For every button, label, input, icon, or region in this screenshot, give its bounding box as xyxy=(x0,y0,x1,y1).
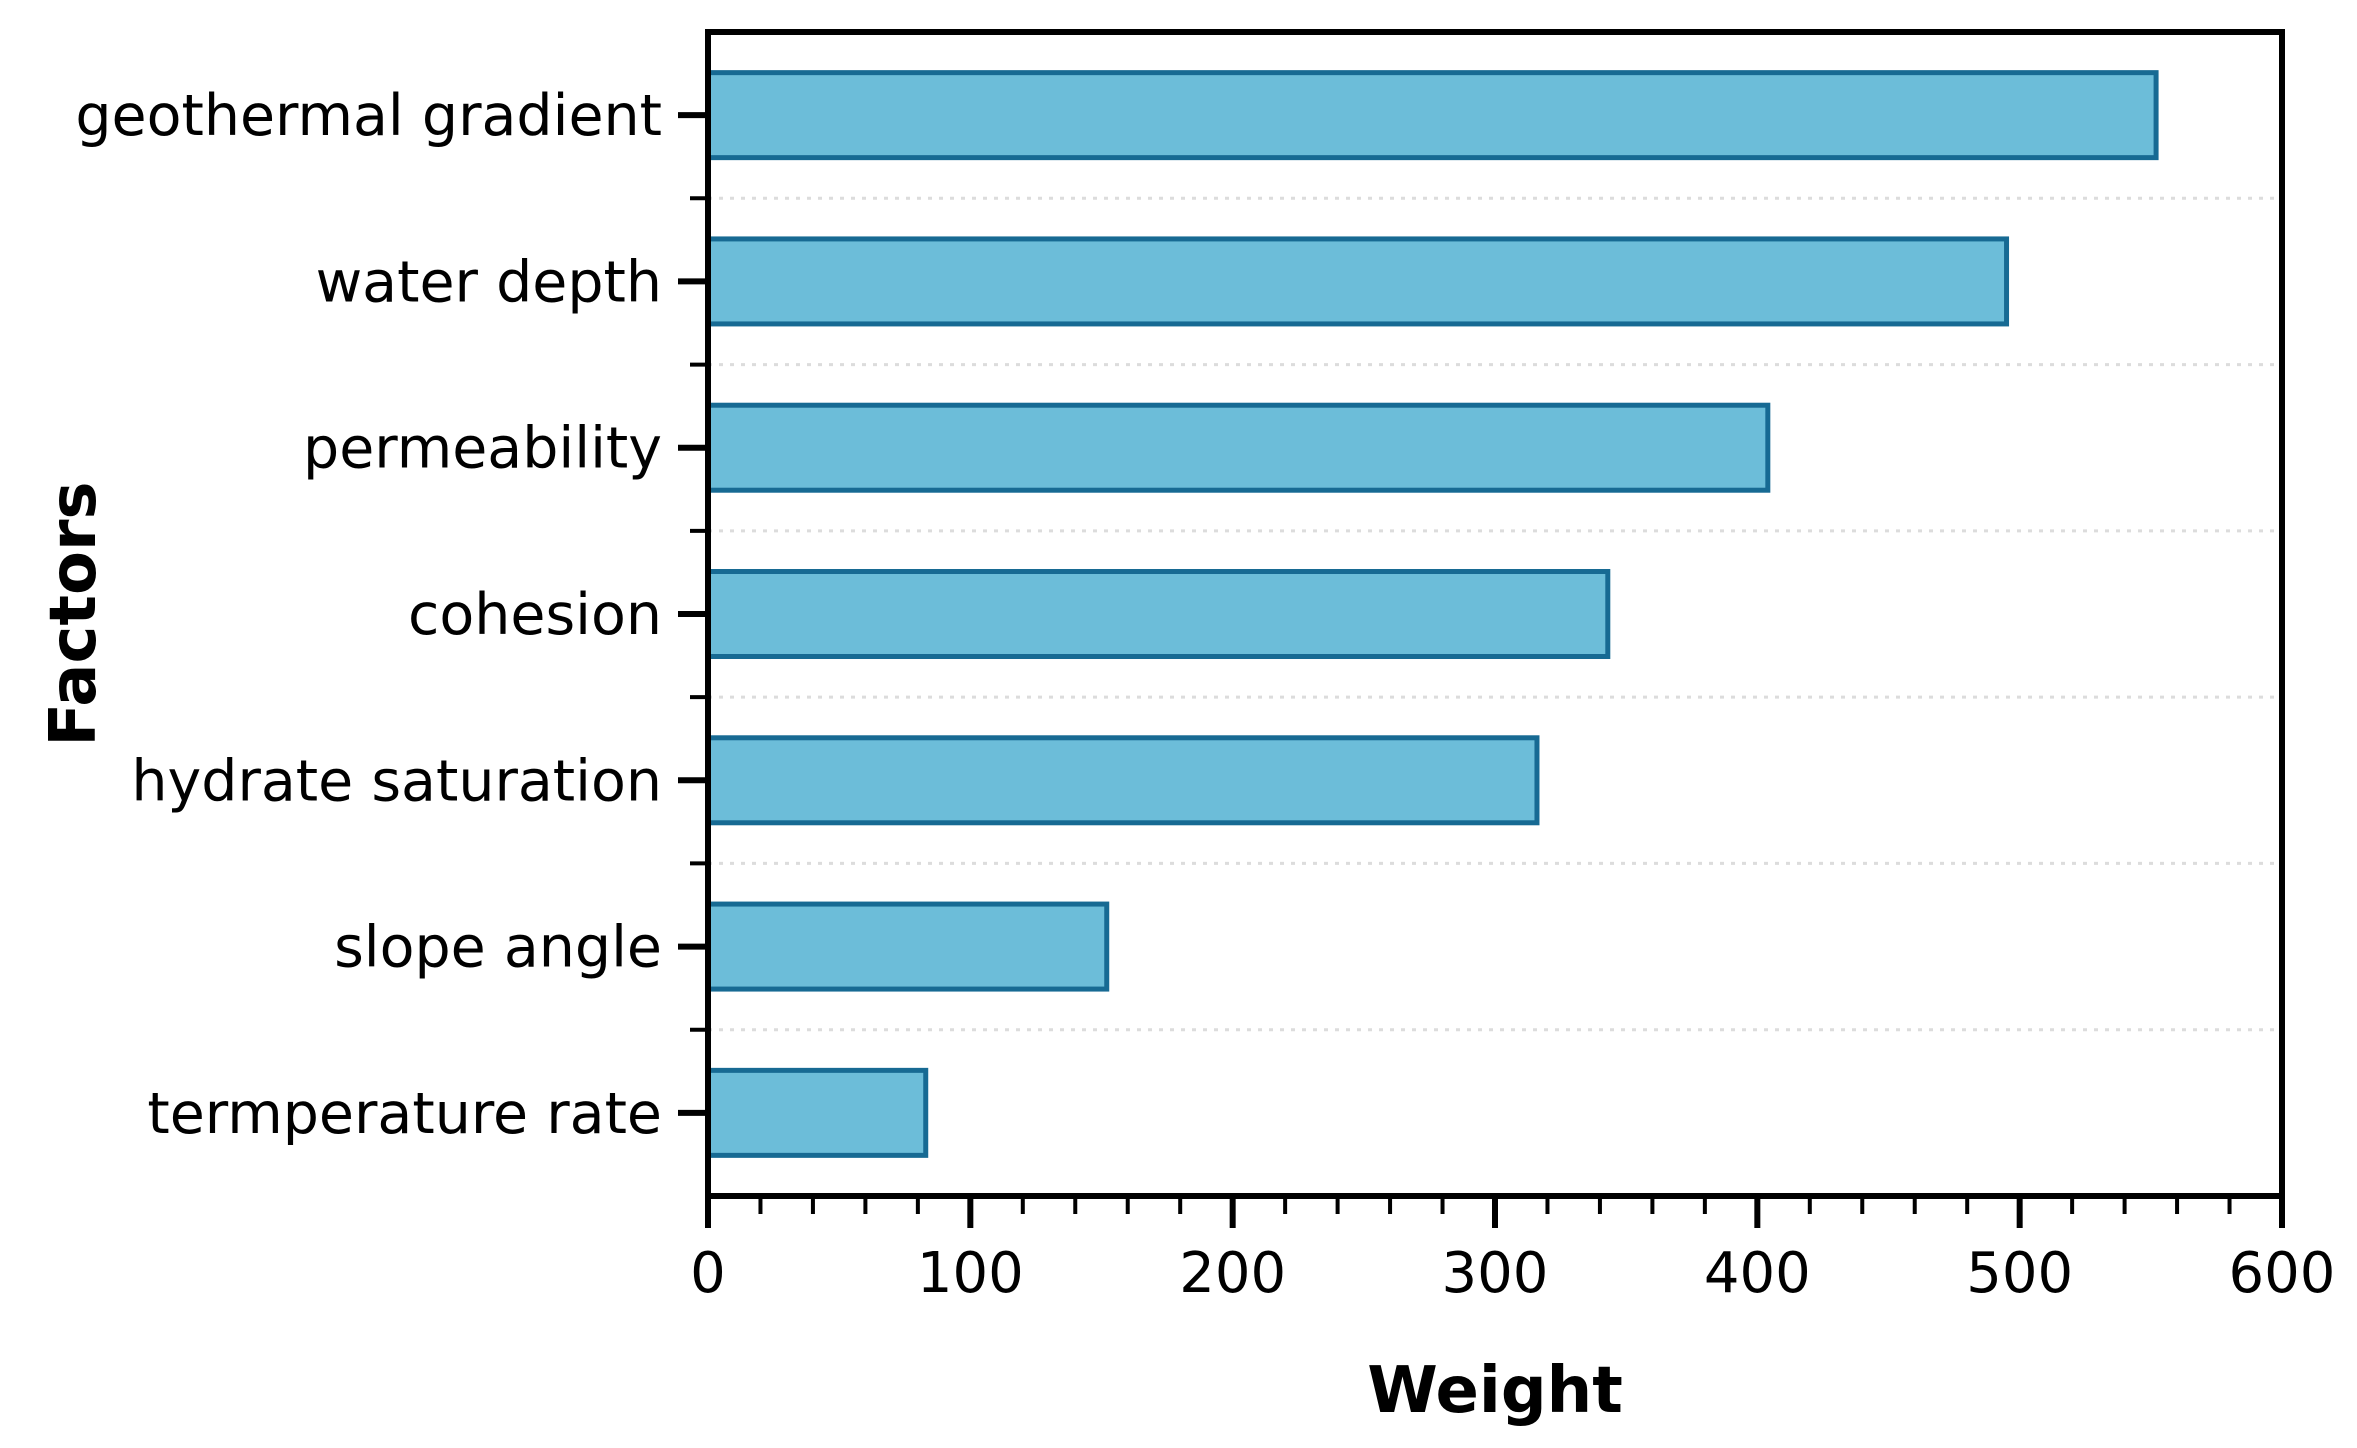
x-tick-label: 0 xyxy=(690,1241,726,1306)
x-tick-label: 400 xyxy=(1704,1241,1811,1306)
bar-hydrate-saturation xyxy=(705,735,1540,826)
x-tick-label: 100 xyxy=(917,1241,1024,1306)
axis-ticks xyxy=(678,112,2285,1228)
category-label: cohesion xyxy=(408,582,662,648)
category-label: water depth xyxy=(316,249,662,315)
bar-geothermal-gradient xyxy=(705,70,2159,161)
axis-labels: geothermal gradient water depth permeabili… xyxy=(75,83,2335,1306)
gridlines xyxy=(708,196,2282,1032)
category-label: geothermal gradient xyxy=(75,83,662,149)
bar-permeability xyxy=(705,402,1771,493)
x-tick-label: 200 xyxy=(1179,1241,1286,1306)
bar-water-depth xyxy=(705,236,2010,327)
bars xyxy=(705,70,2159,1158)
bar-slope-angle xyxy=(705,901,1110,992)
category-label: termperature rate xyxy=(147,1081,662,1147)
x-tick-label: 500 xyxy=(1966,1241,2073,1306)
bar-termperature-rate xyxy=(705,1067,929,1158)
y-axis-title: Factors xyxy=(37,481,111,746)
category-label: hydrate saturation xyxy=(131,748,662,814)
category-label: permeability xyxy=(303,416,662,482)
x-tick-label: 300 xyxy=(1442,1241,1549,1306)
x-axis-title: Weight xyxy=(1367,1354,1623,1428)
category-label: slope angle xyxy=(334,915,662,981)
x-tick-label: 600 xyxy=(2229,1241,2336,1306)
bar-cohesion xyxy=(705,569,1611,659)
